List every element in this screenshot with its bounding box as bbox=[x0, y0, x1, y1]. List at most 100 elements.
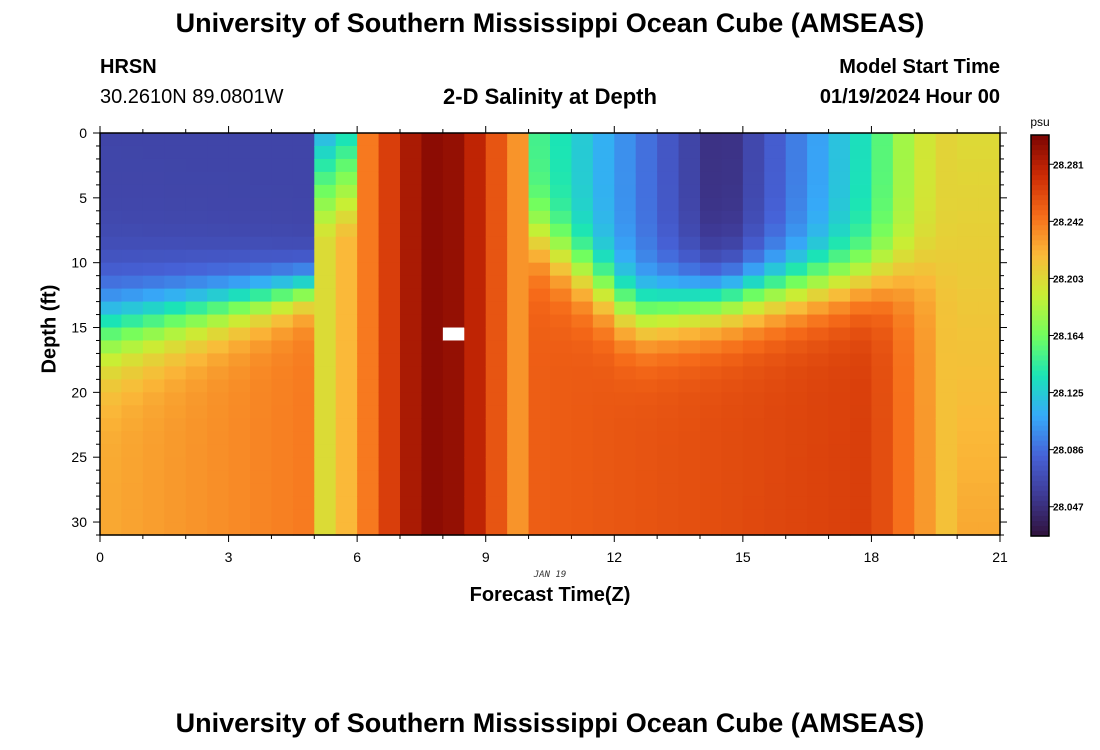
heatmap-cell bbox=[400, 249, 423, 264]
heatmap-cell bbox=[400, 275, 423, 290]
heatmap-cell bbox=[271, 288, 294, 303]
heatmap-cell bbox=[721, 236, 744, 251]
heatmap-cell bbox=[764, 145, 787, 160]
heatmap-cell bbox=[957, 340, 980, 355]
heatmap-cell bbox=[914, 133, 937, 147]
heatmap-cell bbox=[807, 444, 830, 458]
heatmap-cell bbox=[657, 275, 680, 290]
heatmap-cell bbox=[121, 379, 144, 393]
x-tick-label: 21 bbox=[992, 549, 1008, 565]
heatmap-cell bbox=[292, 184, 315, 199]
heatmap-cell bbox=[785, 418, 808, 432]
heatmap-cell bbox=[442, 197, 465, 212]
heatmap-cell bbox=[121, 262, 144, 277]
heatmap-cell bbox=[357, 418, 380, 432]
heatmap-cell bbox=[485, 457, 508, 471]
heatmap-cell bbox=[657, 366, 680, 380]
heatmap-cell bbox=[721, 327, 744, 342]
heatmap-cell bbox=[164, 327, 187, 342]
heatmap-cell bbox=[485, 249, 508, 264]
heatmap-cell bbox=[721, 457, 744, 471]
heatmap-cell bbox=[742, 301, 765, 316]
heatmap-cell bbox=[892, 314, 915, 329]
heatmap-cell bbox=[271, 379, 294, 393]
heatmap-cell bbox=[421, 184, 444, 199]
heatmap-cell bbox=[592, 522, 615, 536]
heatmap-cell bbox=[442, 223, 465, 238]
colorbar-segment bbox=[1031, 325, 1049, 332]
heatmap-cell bbox=[421, 301, 444, 316]
heatmap-cell bbox=[550, 184, 573, 199]
heatmap-cell bbox=[592, 171, 615, 186]
heatmap-cell bbox=[635, 158, 658, 173]
heatmap-cell bbox=[314, 483, 337, 497]
heatmap-cell bbox=[657, 405, 680, 419]
heatmap-cell bbox=[957, 327, 980, 342]
heatmap-cell bbox=[335, 405, 358, 419]
heatmap-cell bbox=[657, 431, 680, 445]
heatmap-cell bbox=[271, 327, 294, 342]
heatmap-cell bbox=[850, 314, 873, 329]
heatmap-cell bbox=[292, 379, 315, 393]
heatmap-cell bbox=[850, 327, 873, 342]
heatmap-cell bbox=[292, 509, 315, 523]
heatmap-cell bbox=[100, 210, 123, 225]
heatmap-cell bbox=[335, 444, 358, 458]
heatmap-cell bbox=[100, 431, 123, 445]
heatmap-cell bbox=[635, 288, 658, 303]
heatmap-cell bbox=[142, 353, 165, 368]
heatmap-cell bbox=[935, 405, 958, 419]
heatmap-cell bbox=[828, 301, 851, 316]
heatmap-cell bbox=[485, 301, 508, 316]
heatmap-cell bbox=[464, 197, 487, 212]
heatmap-cell bbox=[550, 236, 573, 251]
heatmap-cell bbox=[828, 470, 851, 484]
heatmap-cell bbox=[335, 133, 358, 147]
heatmap-cell bbox=[571, 210, 594, 225]
heatmap-cell bbox=[378, 223, 401, 238]
heatmap-cell bbox=[164, 340, 187, 355]
heatmap-cell bbox=[892, 379, 915, 393]
heatmap-cell bbox=[207, 133, 230, 147]
heatmap-cell bbox=[421, 522, 444, 536]
heatmap-cell bbox=[507, 262, 530, 277]
heatmap-cell bbox=[271, 133, 294, 147]
colorbar-segment bbox=[1031, 400, 1049, 407]
heatmap-cell bbox=[892, 496, 915, 510]
heatmap-cell bbox=[250, 327, 273, 342]
heatmap-cell bbox=[571, 171, 594, 186]
heatmap-cell bbox=[550, 133, 573, 147]
heatmap-cell bbox=[700, 418, 723, 432]
heatmap-cell bbox=[935, 509, 958, 523]
heatmap-cell bbox=[507, 379, 530, 393]
heatmap-cell bbox=[100, 353, 123, 368]
heatmap-cell bbox=[528, 314, 551, 329]
heatmap-cell bbox=[121, 327, 144, 342]
heatmap-cell bbox=[400, 171, 423, 186]
heatmap-cell bbox=[314, 444, 337, 458]
heatmap-cell bbox=[550, 392, 573, 406]
heatmap-cell bbox=[100, 483, 123, 497]
heatmap-cell bbox=[271, 275, 294, 290]
heatmap-cell bbox=[335, 197, 358, 212]
heatmap-cell bbox=[357, 444, 380, 458]
heatmap-cell bbox=[700, 301, 723, 316]
heatmap-cell bbox=[700, 184, 723, 199]
heatmap-cell bbox=[700, 249, 723, 264]
axis-ticks: 0 3 6 9 12 15 18 21 0 5 10 15 20 25 30 bbox=[71, 125, 1008, 565]
heatmap-cell bbox=[742, 379, 765, 393]
heatmap-cell bbox=[292, 353, 315, 368]
heatmap-cell bbox=[764, 301, 787, 316]
heatmap-cell bbox=[828, 522, 851, 536]
heatmap-cell bbox=[442, 210, 465, 225]
colorbar-segment bbox=[1031, 500, 1049, 507]
heatmap-cell bbox=[592, 133, 615, 147]
heatmap-cell bbox=[614, 184, 637, 199]
heatmap-cell bbox=[335, 379, 358, 393]
heatmap-cell bbox=[378, 249, 401, 264]
heatmap-cell bbox=[378, 210, 401, 225]
heatmap-cell bbox=[142, 301, 165, 316]
heatmap-cell bbox=[592, 236, 615, 251]
heatmap-cell bbox=[635, 145, 658, 160]
heatmap-cell bbox=[250, 470, 273, 484]
